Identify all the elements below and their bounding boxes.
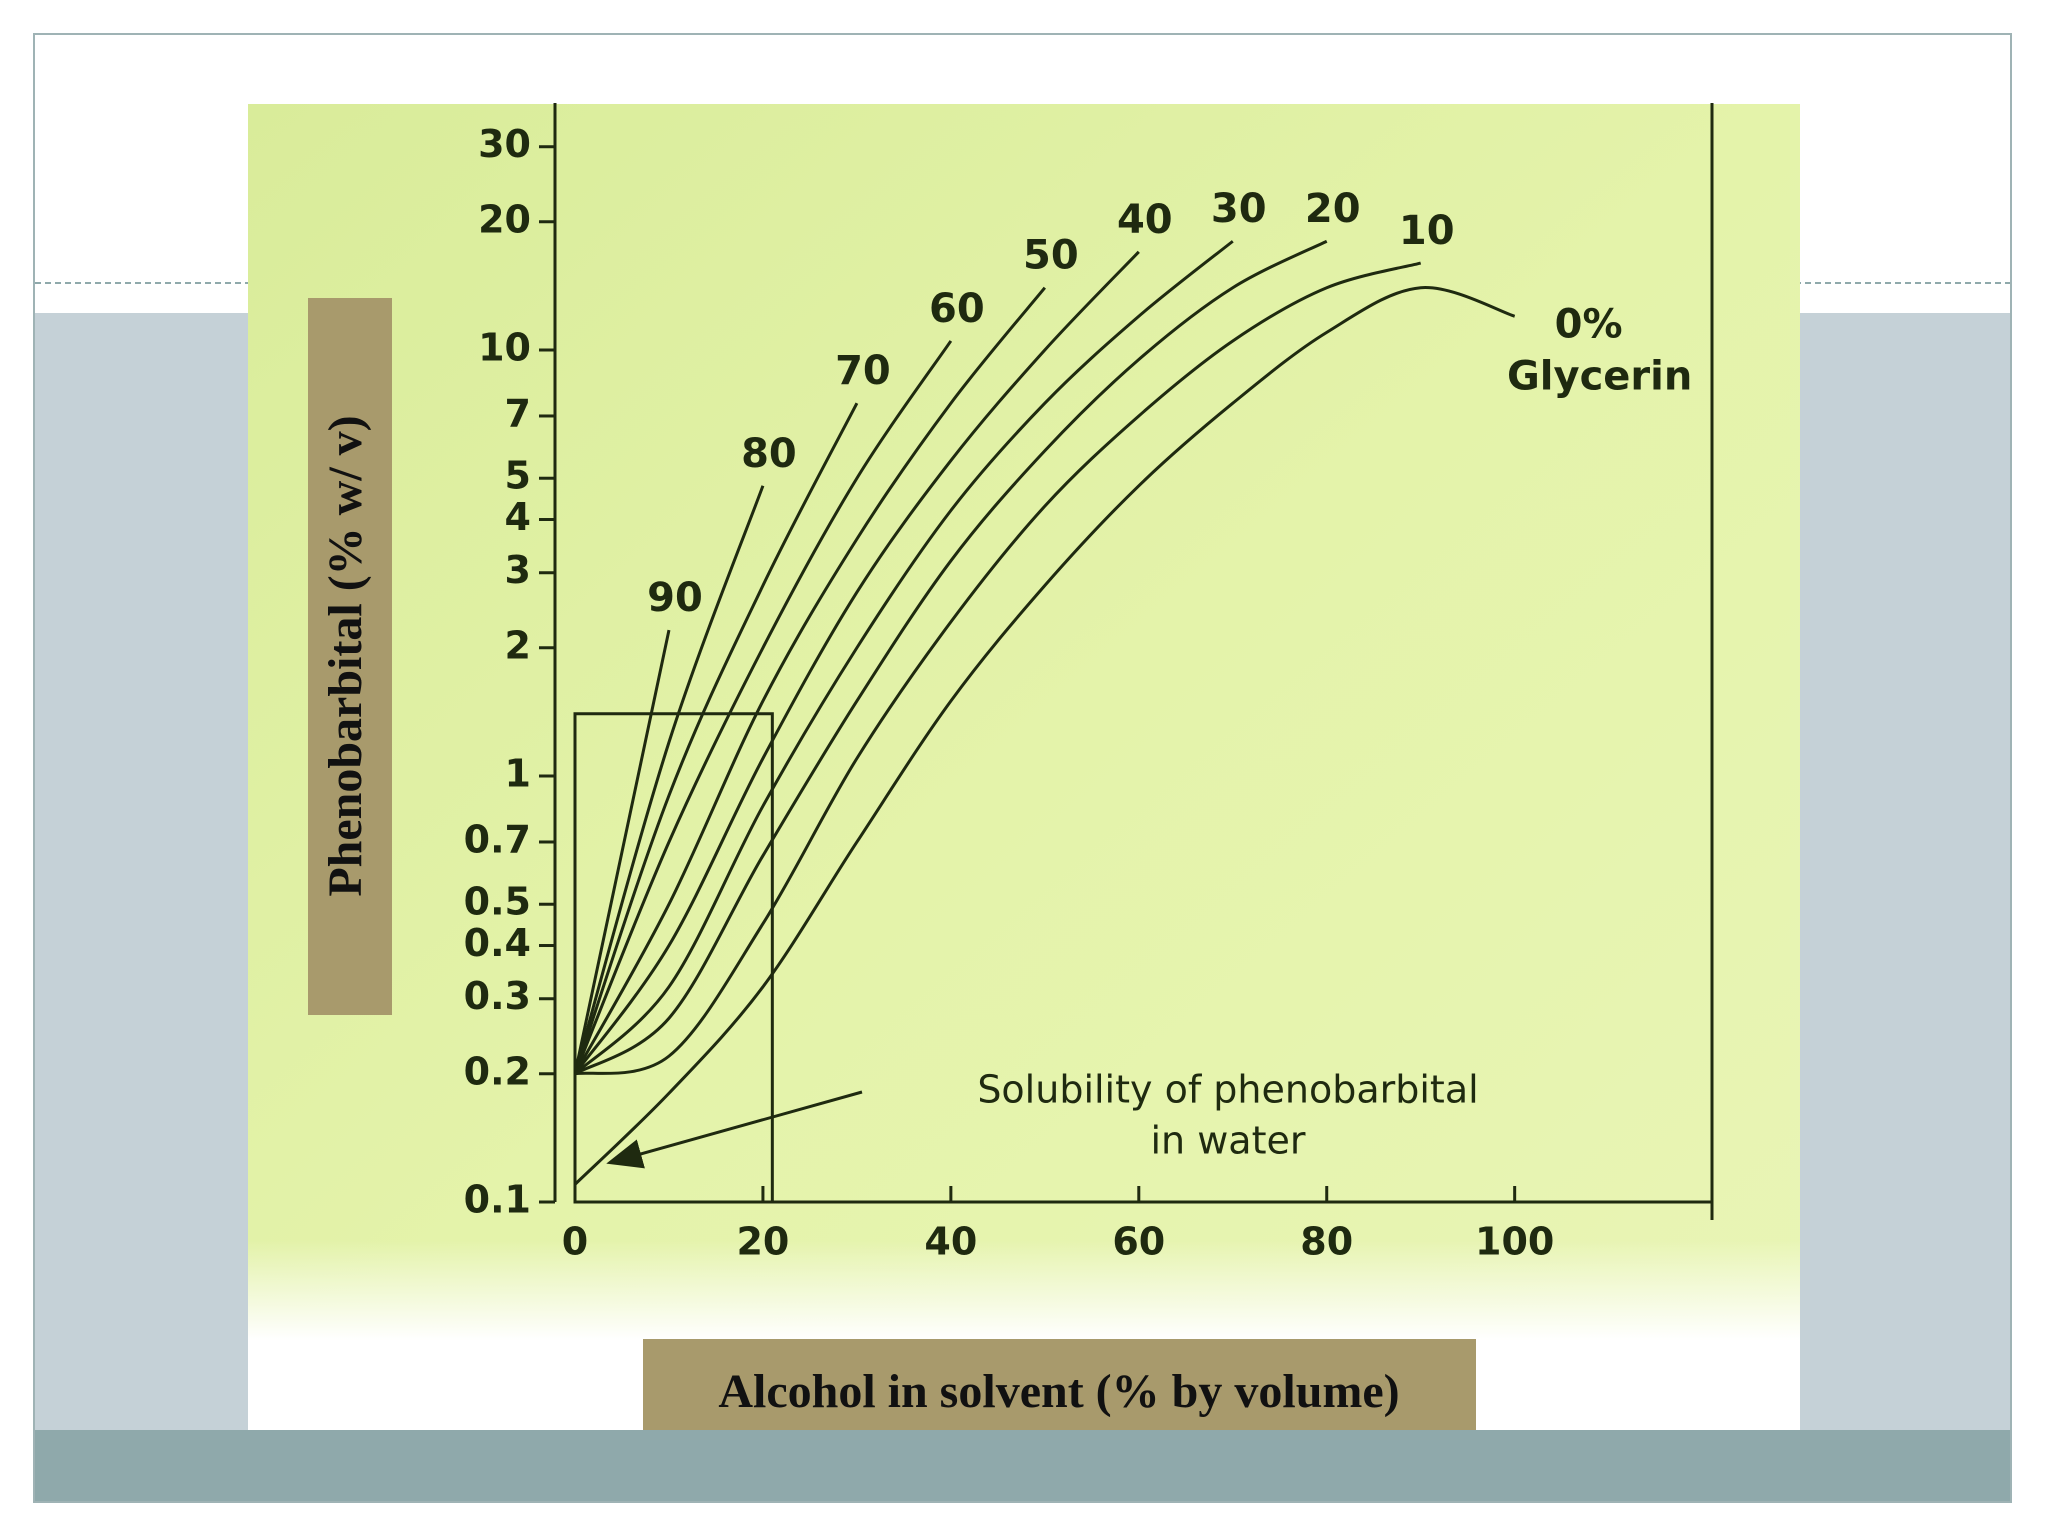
curve-label: 70 <box>835 348 891 394</box>
y-tick-label: 4 <box>505 495 531 539</box>
y-tick-label: 3 <box>505 548 531 592</box>
curve-label: 50 <box>1023 233 1079 279</box>
annotation: in water <box>1151 1119 1306 1163</box>
y-tick-label: 0.5 <box>464 880 531 924</box>
plot: 0.1 0.2 0.3 0.40.5 0.7 1 2 3 45 7 10 20 30 0 20 40 60 80 1… <box>464 103 1714 1264</box>
x-tick-label: 40 <box>924 1220 977 1264</box>
y-tick-label: 10 <box>478 325 531 369</box>
annotation: Solubility of phenobarbital <box>977 1068 1478 1112</box>
x-tick-label: 80 <box>1300 1220 1353 1264</box>
curve-label: 30 <box>1211 186 1267 232</box>
y-tick-label: 30 <box>478 122 531 166</box>
x-tick-label: 100 <box>1475 1220 1554 1264</box>
curve <box>573 402 859 1075</box>
y-tick-label: 0.4 <box>464 921 531 965</box>
chart-photo <box>248 104 1800 1430</box>
y-tick-label: 5 <box>505 454 531 498</box>
curve-label: 20 <box>1305 186 1361 232</box>
curve <box>573 629 671 1075</box>
y-tick-label: 20 <box>478 197 531 241</box>
x-label-box <box>643 1339 1476 1430</box>
curve-label: 60 <box>929 286 985 332</box>
y-tick-label: 0.1 <box>464 1178 531 1222</box>
y-label-box <box>308 298 392 1015</box>
annotation-arrow <box>606 1090 863 1169</box>
y-tick-label: 7 <box>505 391 531 435</box>
curve <box>573 240 1234 1075</box>
y-tick-label: 0.2 <box>464 1049 531 1093</box>
curve-label: 10 <box>1399 208 1455 254</box>
curve <box>574 239 1328 1076</box>
curve <box>573 340 953 1075</box>
x-tick-label: 0 <box>562 1220 588 1264</box>
x-axis-title: Alcohol in solvent (% by volume) <box>718 1365 1399 1418</box>
highlight-box <box>573 712 774 1204</box>
curve-label: 40 <box>1117 197 1173 243</box>
y-tick-label: 0.3 <box>464 974 531 1018</box>
y-axis-title: Phenobarbital (% w/ v) <box>319 415 372 896</box>
curve <box>573 250 1140 1075</box>
curve-label: 80 <box>741 431 797 477</box>
curve <box>573 485 765 1075</box>
y-tick-label: 2 <box>505 623 531 667</box>
y-tick-label: 0.7 <box>464 817 531 861</box>
curve-label: 90 <box>647 575 703 621</box>
x-tick-label: 20 <box>736 1220 789 1264</box>
slide-footer-band <box>35 1430 2010 1501</box>
curve <box>573 286 1046 1075</box>
photo-fade <box>248 1240 1800 1340</box>
curve <box>574 261 1422 1076</box>
curve <box>573 286 1516 1186</box>
curve-label: 0% <box>1555 301 1623 347</box>
x-tick-label: 60 <box>1112 1220 1165 1264</box>
y-tick-label: 1 <box>505 751 531 795</box>
series-note: Glycerin <box>1507 353 1692 399</box>
